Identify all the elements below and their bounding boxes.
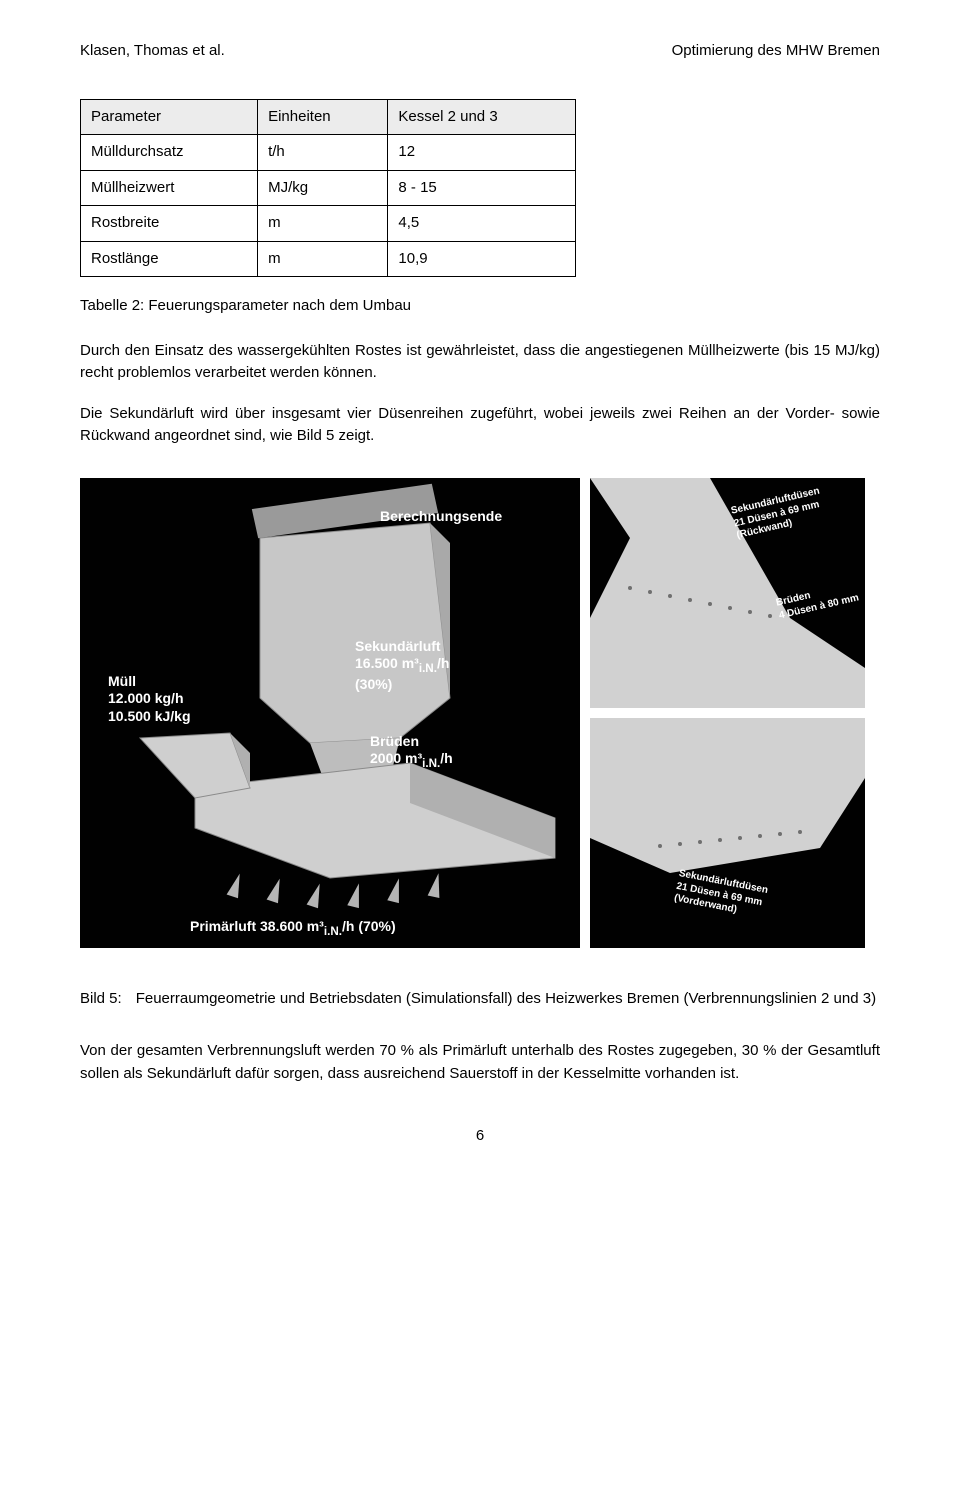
figure-right-top: Sekundärluftdüsen 21 Düsen à 69 mm (Rück…: [590, 478, 865, 708]
label-primaer: Primärluft 38.600 m³: [190, 918, 324, 934]
header-left: Klasen, Thomas et al.: [80, 40, 225, 63]
figure-5: Berechnungsende Müll 12.000 kg/h 10.500 …: [80, 478, 880, 948]
figure-caption-text: Feuerraumgeometrie und Betriebsdaten (Si…: [136, 988, 876, 1011]
table-row: Rostbreite m 4,5: [81, 206, 576, 242]
label-sek-1: Sekundärluft: [355, 638, 441, 654]
col-parameter: Parameter: [81, 99, 258, 135]
figure-caption-tag: Bild 5:: [80, 988, 122, 1011]
label-berechnungsende: Berechnungsende: [380, 508, 502, 526]
label-muell-3: 10.500 kJ/kg: [108, 708, 191, 724]
label-muell-1: Müll: [108, 673, 136, 689]
label-muell-2: 12.000 kg/h: [108, 690, 184, 706]
label-brueden-2: 2000 m³: [370, 750, 422, 766]
label-sek-2: 16.500 m³: [355, 655, 419, 671]
label-sek-3: (30%): [355, 676, 392, 692]
paragraph-3: Von der gesamten Verbrennungsluft werden…: [80, 1040, 880, 1085]
header-right: Optimierung des MHW Bremen: [672, 40, 880, 63]
figure-right-bottom: Sekundärluftdüsen 21 Düsen à 69 mm (Vord…: [590, 718, 865, 948]
figure-left-panel: Berechnungsende Müll 12.000 kg/h 10.500 …: [80, 478, 580, 948]
col-einheiten: Einheiten: [258, 99, 388, 135]
page-number: 6: [80, 1125, 880, 1148]
col-kessel: Kessel 2 und 3: [388, 99, 576, 135]
figure-right-column: Sekundärluftdüsen 21 Düsen à 69 mm (Rück…: [590, 478, 865, 948]
table-caption: Tabelle 2: Feuerungsparameter nach dem U…: [80, 295, 880, 318]
label-brueden-1: Brüden: [370, 733, 419, 749]
page-header: Klasen, Thomas et al. Optimierung des MH…: [80, 40, 880, 63]
figure-caption: Bild 5: Feuerraumgeometrie und Betriebsd…: [80, 988, 880, 1011]
table-row: Rostlänge m 10,9: [81, 241, 576, 277]
table-row: Müllheizwert MJ/kg 8 - 15: [81, 170, 576, 206]
paragraph-1: Durch den Einsatz des wassergekühlten Ro…: [80, 340, 880, 385]
paragraph-2: Die Sekundärluft wird über insgesamt vie…: [80, 403, 880, 448]
parameter-table: Parameter Einheiten Kessel 2 und 3 Mülld…: [80, 99, 576, 278]
table-row: Mülldurchsatz t/h 12: [81, 135, 576, 171]
